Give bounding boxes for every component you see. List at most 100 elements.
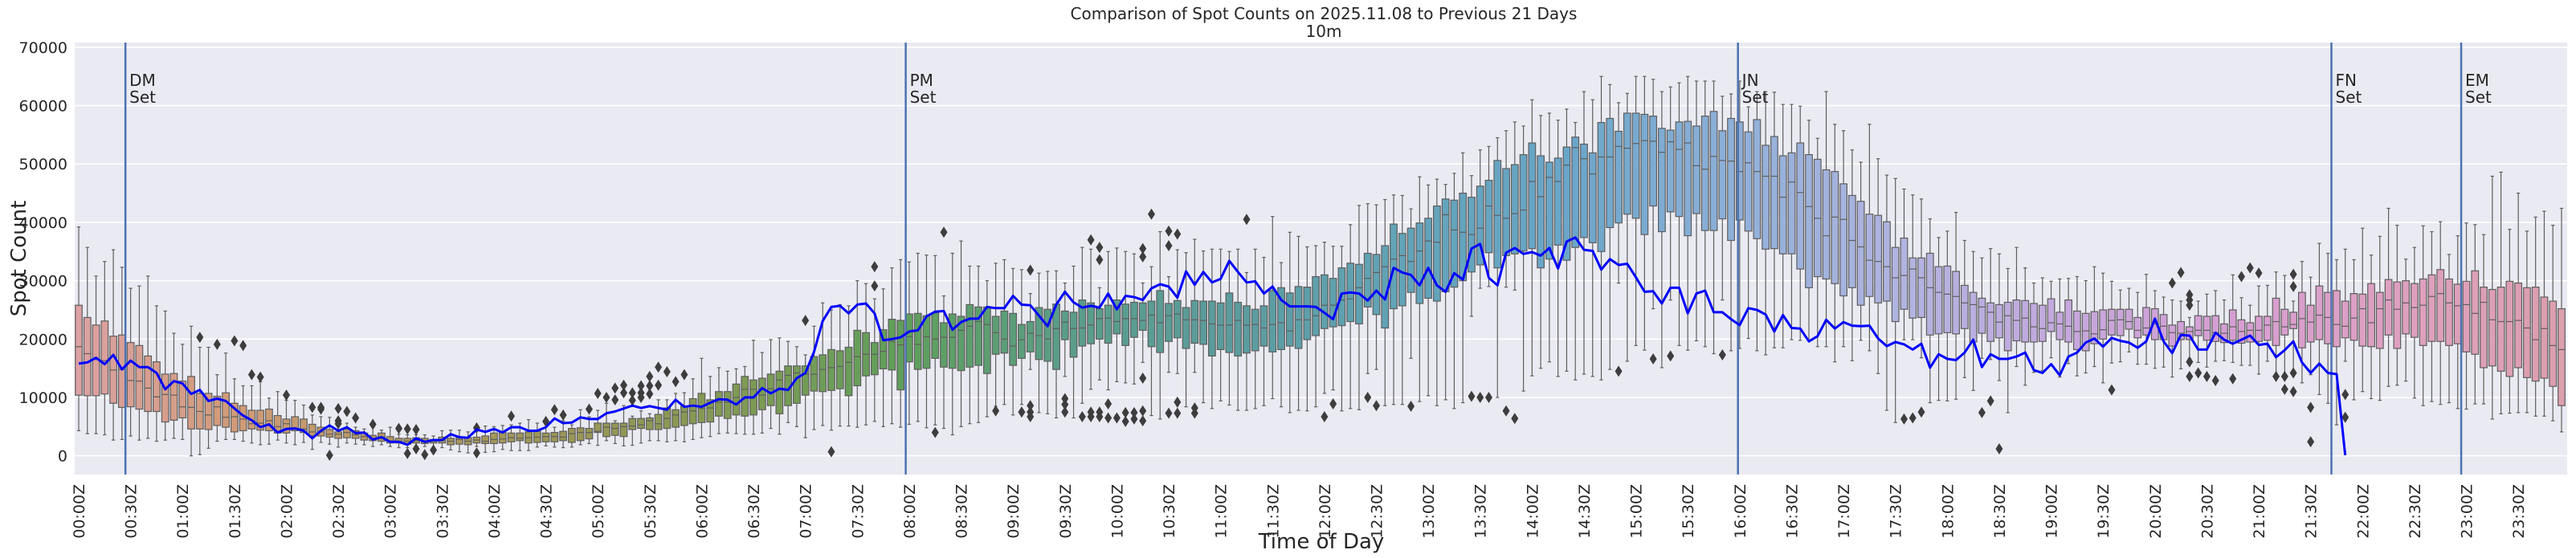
outlier-point <box>2186 370 2194 382</box>
box-88 <box>835 303 844 427</box>
outlier-point <box>992 405 1000 417</box>
iqr-box <box>2358 293 2367 347</box>
iqr-box <box>645 417 654 430</box>
iqr-box <box>905 313 913 363</box>
x-tick-label: 06:30Z <box>745 484 763 539</box>
y-axis-ticks: 0 10000 20000 30000 40000 50000 60000 70000 <box>19 39 67 466</box>
iqr-box <box>1839 183 1847 297</box>
iqr-box <box>1796 142 1805 270</box>
iqr-box <box>1190 299 1199 344</box>
box-17 <box>222 352 230 440</box>
iqr-box <box>1709 111 1718 231</box>
iqr-box <box>2531 287 2540 382</box>
iqr-box <box>222 392 230 428</box>
x-tick-label: 16:30Z <box>1783 484 1801 539</box>
outlier-point <box>2307 436 2315 448</box>
iqr-box <box>2436 269 2445 342</box>
outlier-point <box>628 394 636 406</box>
x-tick-label: 13:30Z <box>1472 484 1490 539</box>
iqr-box <box>325 429 334 438</box>
iqr-box <box>594 422 602 434</box>
box-91 <box>862 283 870 426</box>
box-269 <box>2402 259 2411 382</box>
iqr-box <box>2038 304 2047 342</box>
box-26 <box>300 404 308 443</box>
box-94 <box>888 267 896 425</box>
box-229 <box>2055 278 2064 378</box>
iqr-box <box>1216 302 1225 351</box>
outlier-point <box>1027 264 1035 276</box>
iqr-box <box>2471 270 2480 355</box>
box-142 <box>1303 246 1312 412</box>
outlier-point <box>646 380 654 392</box>
box-63 <box>619 405 628 446</box>
box-93 <box>879 288 888 427</box>
iqr-box <box>1432 205 1441 302</box>
box-86 <box>819 302 827 426</box>
outlier-point <box>940 226 948 238</box>
event-label: FN <box>2336 71 2357 90</box>
iqr-box <box>1623 112 1631 215</box>
x-tick-label: 02:30Z <box>330 484 348 539</box>
outlier-point <box>1511 413 1519 425</box>
x-tick-label: 20:00Z <box>2147 484 2165 539</box>
box-60 <box>594 409 602 446</box>
iqr-box <box>291 416 300 432</box>
outlier-point <box>1485 392 1493 404</box>
iqr-box <box>2064 299 2073 343</box>
x-tick-label: 09:00Z <box>1005 484 1023 539</box>
box-174 <box>1580 91 1588 375</box>
box-211 <box>1900 188 1909 340</box>
iqr-box <box>153 361 161 413</box>
box-268 <box>2393 224 2402 386</box>
box-243 <box>2177 300 2186 370</box>
box-221 <box>1986 248 1995 360</box>
box-159 <box>1450 173 1459 409</box>
outlier-point <box>1667 350 1675 362</box>
box-280 <box>2496 171 2505 414</box>
iqr-box <box>940 322 948 368</box>
iqr-box <box>1718 130 1727 220</box>
box-198 <box>1787 104 1796 340</box>
outlier-point <box>559 409 567 421</box>
iqr-box <box>1130 301 1138 338</box>
outlier-point <box>602 392 610 404</box>
outlier-point <box>594 387 602 399</box>
outlier-point <box>1986 395 1994 407</box>
box-279 <box>2488 175 2496 420</box>
iqr-box <box>853 329 862 387</box>
outlier-point <box>412 424 420 436</box>
outlier-point <box>646 370 654 382</box>
outlier-point <box>2202 370 2211 382</box>
iqr-box <box>2445 278 2453 346</box>
x-tick-label: 09:30Z <box>1057 484 1075 539</box>
box-244 <box>2185 316 2194 359</box>
iqr-box <box>1510 164 1519 255</box>
current-day-line-group <box>78 236 2347 456</box>
outlier-point <box>1364 392 1372 404</box>
box-128 <box>1182 252 1190 408</box>
box-95 <box>896 259 905 428</box>
x-tick-label: 08:00Z <box>901 484 919 539</box>
x-tick-label: 05:30Z <box>642 484 659 539</box>
box-115 <box>1069 265 1078 419</box>
outlier-point <box>1995 443 2003 455</box>
box-212 <box>1909 194 1917 340</box>
iqr-box <box>1891 246 1900 323</box>
box-62 <box>610 420 619 445</box>
box-73 <box>706 376 715 438</box>
iqr-box <box>1087 302 1095 344</box>
iqr-box <box>2072 310 2081 351</box>
box-112 <box>1043 271 1052 414</box>
box-169 <box>1537 115 1545 369</box>
box-90 <box>853 280 862 428</box>
iqr-box <box>2021 299 2030 343</box>
iqr-box <box>342 428 351 438</box>
outlier-point <box>620 387 628 399</box>
box-197 <box>1778 104 1787 348</box>
box-48 <box>490 426 498 453</box>
box-4 <box>109 249 117 441</box>
iqr-box <box>628 417 637 430</box>
box-286 <box>2549 224 2558 422</box>
outlier-point <box>550 404 558 416</box>
